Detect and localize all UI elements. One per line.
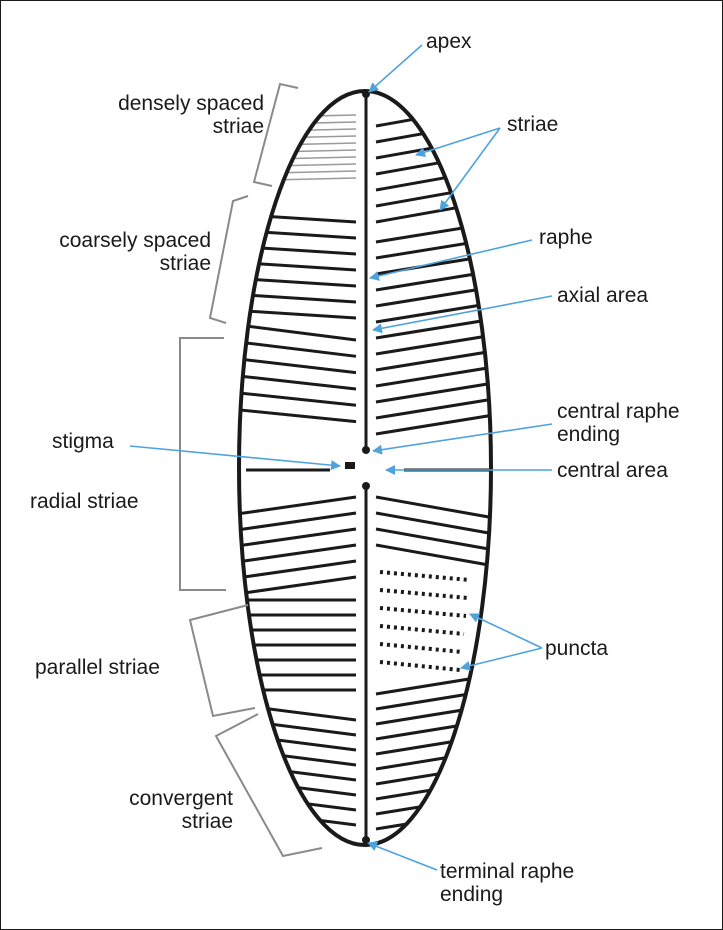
radial-stria-right	[375, 284, 491, 308]
bracket-parallel	[188, 604, 256, 718]
label-central-area: central area	[557, 459, 668, 482]
arrow-axial-area	[372, 295, 553, 334]
convergent-stria	[239, 732, 357, 752]
radial-stria-right	[375, 543, 491, 569]
radial-stria-right	[375, 527, 491, 553]
densely-spaced-stria	[239, 163, 357, 168]
radial-stria-right	[375, 236, 491, 260]
puncta-rows	[379, 570, 471, 672]
label-puncta: puncta	[545, 637, 609, 660]
convergent-stria	[239, 747, 357, 767]
coarsely-spaced-stria	[239, 260, 357, 272]
radial-stria-right	[375, 380, 491, 404]
densely-spaced-stria	[239, 149, 357, 154]
radial-stria-right	[375, 495, 491, 521]
arrow-striae-2	[439, 127, 501, 211]
label-densely-spaced-1: densely spaced	[118, 92, 264, 115]
radial-stria-right	[375, 220, 491, 244]
arrow-central-raphe-ending	[372, 423, 553, 455]
label-striae: striae	[507, 113, 559, 136]
radial-stria	[239, 543, 357, 565]
bracket-convergent	[214, 713, 323, 858]
label-convergent-1: convergent	[129, 787, 233, 810]
densely-spaced-stria	[239, 142, 357, 147]
label-parallel-striae: parallel striae	[35, 656, 160, 679]
coarsely-spaced-stria	[239, 276, 357, 288]
radial-stria-right	[375, 348, 491, 372]
radial-stria-right	[375, 396, 491, 420]
puncta-row	[379, 588, 469, 600]
puncta-row	[379, 606, 467, 618]
radial-stria-right	[375, 332, 491, 356]
label-coarsely-spaced-2: striae	[159, 252, 211, 275]
central-raphe-ending-upper-node	[362, 446, 370, 454]
convergent-stria	[239, 807, 357, 827]
label-convergent-2: striae	[181, 810, 233, 833]
label-apex: apex	[426, 30, 472, 53]
radial-stria	[239, 575, 357, 597]
arrow-puncta-2	[460, 647, 543, 671]
radial-stria	[239, 527, 357, 549]
densely-spaced-stria	[239, 177, 357, 182]
arrow-apex	[368, 44, 423, 93]
puncta-row	[379, 570, 471, 582]
puncta-row	[379, 642, 463, 654]
radial-stria	[239, 511, 357, 533]
convergent-stria-right	[375, 672, 491, 696]
label-raphe: raphe	[539, 226, 593, 249]
central-raphe-ending-lower-node	[362, 482, 370, 490]
stigma-mark	[345, 462, 355, 469]
label-densely-spaced-2: striae	[212, 115, 264, 138]
brackets	[179, 82, 323, 858]
label-central-raphe-ending-1: central raphe	[557, 400, 680, 423]
convergent-stria	[239, 702, 357, 722]
label-terminal-raphe-ending-1: terminal raphe	[440, 860, 575, 883]
radial-stria	[239, 322, 357, 342]
bracket-radial	[179, 337, 226, 591]
stria-right	[375, 102, 491, 128]
puncta-row	[379, 660, 461, 672]
apex-node	[362, 90, 370, 98]
radial-stria-right	[375, 364, 491, 388]
coarsely-spaced-stria	[239, 292, 357, 304]
puncta-row	[379, 624, 465, 636]
arrow-terminal-raphe-ending	[367, 841, 438, 871]
label-terminal-raphe-ending-2: ending	[440, 883, 504, 906]
label-coarsely-spaced-1: coarsely spaced	[59, 229, 211, 252]
bracket-densely-spaced	[252, 82, 299, 187]
arrow-puncta-1	[469, 613, 543, 649]
radial-stria-right	[375, 252, 491, 276]
radial-stria	[239, 559, 357, 581]
radial-stria	[239, 339, 357, 358]
radial-stria	[239, 373, 357, 391]
coarsely-spaced-stria	[239, 244, 357, 256]
radial-stria-right	[375, 412, 491, 436]
arrow-striae-1	[415, 127, 501, 158]
densely-spaced-stria	[239, 170, 357, 175]
radial-stria	[239, 407, 357, 424]
label-axial-area: axial area	[557, 284, 649, 307]
radial-stria	[239, 495, 357, 517]
coarsely-spaced-stria	[239, 212, 357, 224]
right-striae	[375, 102, 491, 831]
coarsely-spaced-stria	[239, 228, 357, 240]
label-central-raphe-ending-2: ending	[557, 423, 621, 446]
label-radial-striae: radial striae	[30, 490, 139, 513]
convergent-stria	[239, 717, 357, 737]
label-stigma: stigma	[52, 430, 114, 453]
radial-stria	[239, 390, 357, 407]
callout-arrows	[129, 44, 553, 871]
radial-stria-right	[375, 511, 491, 537]
radial-stria	[239, 356, 357, 375]
arrow-stigma	[129, 445, 341, 471]
bracket-coarsely-spaced	[208, 195, 249, 324]
arrow-raphe	[369, 239, 533, 281]
